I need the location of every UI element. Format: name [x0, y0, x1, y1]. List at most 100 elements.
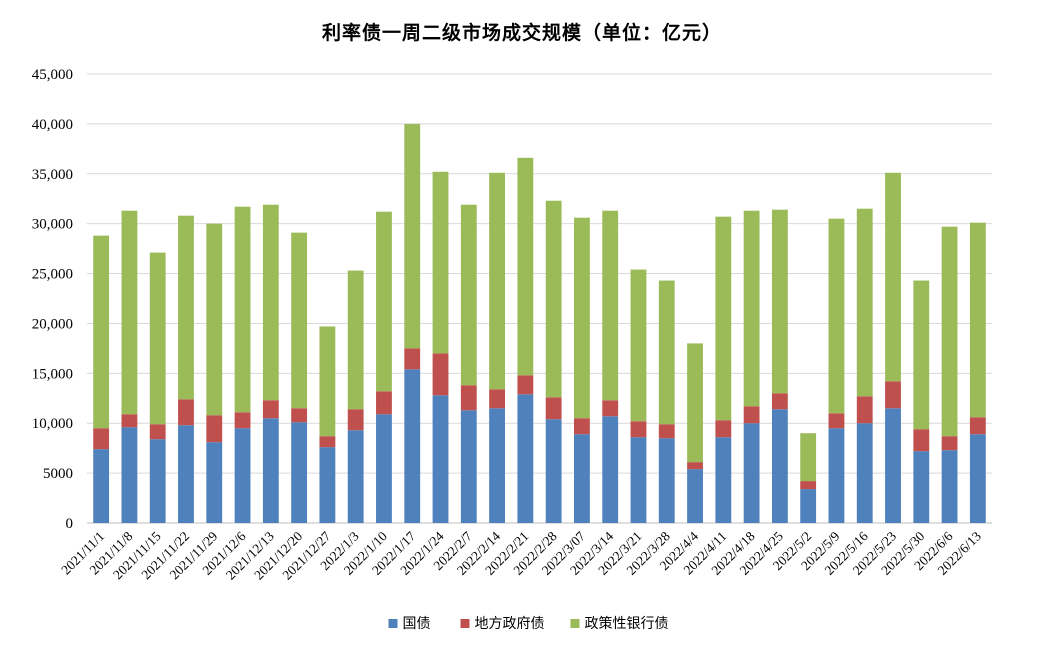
bar-segment [376, 391, 392, 415]
bar-segment [800, 481, 817, 490]
bar-segment [121, 210, 138, 415]
bar-segment [545, 419, 562, 523]
bar-segment [234, 206, 251, 413]
bar-segment [913, 429, 930, 452]
bar-segment [630, 437, 647, 523]
y-tick-label: 20,000 [32, 316, 73, 332]
legend-label: 政策性银行债 [585, 615, 669, 632]
bar-segment [432, 171, 449, 354]
bar-segment [687, 343, 703, 463]
chart-title: 利率债一周二级市场成交规模（单位：亿元） [321, 22, 722, 44]
bar-segment [574, 217, 590, 419]
bar-segment [489, 389, 505, 409]
bar-segment [517, 394, 534, 523]
bar-segment [602, 400, 619, 417]
bar-segment [969, 434, 986, 523]
legend-label: 地方政府债 [475, 616, 545, 632]
y-tick-label: 25,000 [32, 267, 73, 283]
bar-segment [658, 438, 675, 523]
bar-segment [800, 489, 817, 523]
y-tick-label: 45,000 [32, 67, 73, 83]
bar-segment [630, 269, 647, 422]
bar-segment [913, 451, 930, 523]
bar-segment [291, 422, 308, 523]
bar-segment [771, 209, 788, 394]
bar-segment [489, 172, 505, 390]
bar-segment [347, 409, 364, 431]
bar-segment [517, 157, 534, 376]
bar-segment [489, 408, 505, 523]
bar-segment [93, 449, 110, 523]
bar-segment [178, 215, 194, 400]
bar-segment [574, 434, 590, 523]
bar-segment [885, 381, 901, 409]
bar-segment [602, 416, 619, 523]
bar-segment [93, 428, 110, 450]
bar-segment [347, 430, 364, 523]
bar-segment [658, 424, 675, 439]
bar-segment [262, 400, 279, 419]
bar-segment [262, 418, 279, 523]
bar-segment [93, 235, 110, 429]
bar-segment [460, 385, 477, 411]
bar-segment [234, 428, 251, 523]
bar-segment [771, 393, 788, 410]
bar-segment [969, 417, 986, 435]
bar-segment [404, 123, 421, 349]
y-tick-label: 40,000 [32, 117, 73, 133]
bar-segment [658, 280, 675, 425]
bar-segment [885, 408, 901, 523]
bar-segment [941, 450, 958, 523]
bar-segment [460, 410, 477, 523]
bar-segment [376, 414, 392, 523]
bar-segment [149, 424, 166, 440]
bar-segment [715, 420, 732, 438]
bar-segment [574, 418, 590, 435]
bar-segment [715, 216, 732, 421]
bar-segment [687, 469, 703, 523]
bar-segment [262, 204, 279, 401]
bar-segment [743, 423, 760, 523]
bar-segment [432, 353, 449, 396]
legend-label: 国债 [403, 616, 431, 632]
bar-segment [828, 413, 845, 429]
bar-segment [969, 222, 986, 418]
bar-segment [743, 210, 760, 407]
bar-segment [856, 396, 873, 424]
bar-segment [517, 375, 534, 395]
bar-segment [828, 428, 845, 523]
bar-segment [545, 397, 562, 420]
bar-segment [885, 172, 901, 382]
bar-segment [319, 436, 336, 448]
bar-segment [149, 439, 166, 523]
bar-segment [206, 223, 223, 416]
bar-segment [404, 348, 421, 370]
bar-segment [404, 369, 421, 523]
y-tick-label: 35,000 [32, 167, 73, 183]
bar-segment [347, 270, 364, 410]
bar-segment [234, 412, 251, 429]
y-tick-label: 5000 [43, 466, 73, 482]
bar-segment [800, 433, 817, 482]
y-tick-label: 0 [66, 516, 74, 532]
y-tick-label: 15,000 [32, 366, 73, 382]
bar-segment [178, 425, 194, 523]
bar-segment [291, 408, 308, 423]
bar-segment [715, 437, 732, 523]
bar-segment [828, 218, 845, 414]
y-tick-label: 10,000 [32, 416, 73, 432]
bar-segment [149, 252, 166, 425]
bar-segment [941, 436, 958, 451]
y-tick-label: 30,000 [32, 217, 73, 233]
bar-segment [602, 210, 619, 401]
bar-segment [206, 442, 223, 523]
bar-segment [376, 211, 392, 392]
bar-segment [771, 409, 788, 523]
bar-segment [687, 462, 703, 470]
bar-segment [319, 447, 336, 523]
bar-segment [913, 280, 930, 430]
legend-swatch [460, 619, 470, 628]
bar-segment [121, 427, 138, 523]
